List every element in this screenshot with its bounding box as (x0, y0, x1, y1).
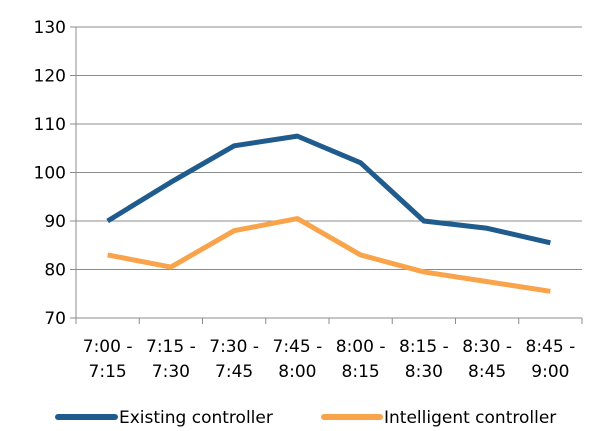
y-axis-ticks: 70 80 90 100 110 120 130 (34, 18, 76, 329)
y-tick-label: 130 (34, 18, 66, 38)
x-tick-label: 8:45 - 9:00 (526, 337, 576, 382)
x-tick-label-line: 9:00 (531, 362, 569, 382)
x-tick-label-line: 8:30 (405, 362, 443, 382)
y-tick-label: 80 (44, 261, 66, 281)
y-tick-label: 120 (34, 67, 66, 87)
x-tick-label: 7:00 - 7:15 (83, 337, 133, 382)
y-tick-label: 100 (34, 164, 66, 184)
legend: Existing controller Intelligent controlle… (55, 408, 556, 428)
x-tick-label-line: 7:00 - (83, 337, 133, 357)
x-tick-label-line: 8:15 - (399, 337, 449, 357)
x-tick-label-line: 8:30 - (462, 337, 512, 357)
x-tick-label-line: 8:00 - (336, 337, 386, 357)
gridlines (76, 26, 582, 270)
legend-label: Existing controller (119, 408, 273, 428)
y-tick-label: 110 (34, 115, 66, 135)
x-tick-label: 7:15 - 7:30 (146, 337, 196, 382)
x-tick-label-line: 7:30 - (209, 337, 259, 357)
x-tick-label: 8:30 - 8:45 (462, 337, 512, 382)
x-tick-label: 7:30 - 7:45 (209, 337, 259, 382)
x-tick-label: 7:45 - 8:00 (273, 337, 323, 382)
x-tick-label-line: 7:30 (152, 362, 190, 382)
x-tick-label-line: 8:15 (342, 362, 380, 382)
x-tick-label: 8:00 - 8:15 (336, 337, 386, 382)
series-lines (106, 133, 551, 294)
x-tick-label: 8:15 - 8:30 (399, 337, 449, 382)
series-line-1 (107, 216, 551, 294)
x-tick-label-line: 8:45 (468, 362, 506, 382)
legend-label: Intelligent controller (384, 408, 556, 428)
x-tick-label-line: 7:45 (215, 362, 253, 382)
x-tick-label-line: 7:15 (89, 362, 127, 382)
y-tick-label: 70 (44, 309, 66, 329)
y-tick-label: 90 (44, 212, 66, 232)
x-tick-label-line: 7:15 - (146, 337, 196, 357)
x-tick-label-line: 8:45 - (526, 337, 576, 357)
x-axis-ticks: 7:00 - 7:15 7:15 - 7:30 7:30 - 7:45 7:45 - 8:00… (75, 318, 583, 382)
series-line-0 (106, 133, 551, 246)
x-tick-label-line: 8:00 (278, 362, 316, 382)
x-tick-label-line: 7:45 - (273, 337, 323, 357)
